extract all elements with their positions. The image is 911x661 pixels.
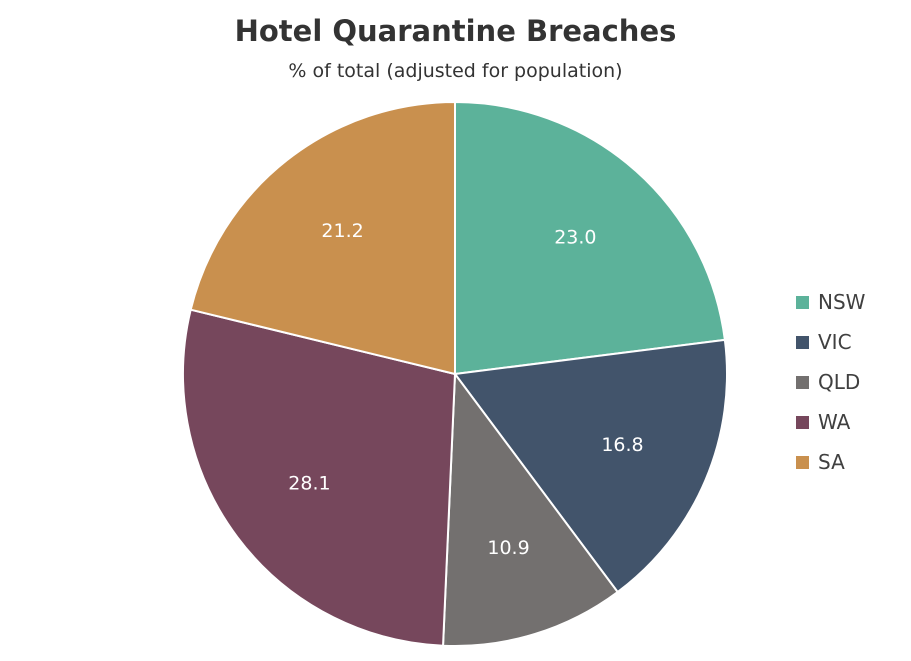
legend-label-sa: SA xyxy=(818,450,845,474)
legend-item-wa[interactable]: WA xyxy=(796,402,865,442)
legend-swatch-wa xyxy=(796,415,809,429)
legend-label-qld: QLD xyxy=(818,370,861,394)
legend-item-vic[interactable]: VIC xyxy=(796,322,865,362)
chart-subtitle: % of total (adjusted for population) xyxy=(288,60,623,82)
data-label-nsw: 23.0 xyxy=(554,226,596,248)
legend-item-qld[interactable]: QLD xyxy=(796,362,865,402)
legend-swatch-nsw xyxy=(796,295,809,309)
data-label-qld: 10.9 xyxy=(487,537,529,559)
pie-slice-sa[interactable] xyxy=(189,101,456,375)
legend-label-vic: VIC xyxy=(818,330,852,354)
legend-item-nsw[interactable]: NSW xyxy=(796,282,865,322)
legend-label-wa: WA xyxy=(818,410,851,434)
legend-item-sa[interactable]: SA xyxy=(796,442,865,482)
legend-label-nsw: NSW xyxy=(818,290,866,314)
pie-slice-vic[interactable] xyxy=(454,338,728,594)
legend-swatch-sa xyxy=(796,455,809,469)
pie-slice-nsw[interactable] xyxy=(454,101,726,375)
data-label-wa: 28.1 xyxy=(288,472,330,494)
chart-title: Hotel Quarantine Breaches xyxy=(234,14,677,48)
pie-slice-wa[interactable] xyxy=(182,308,456,647)
data-label-vic: 16.8 xyxy=(601,434,643,456)
pie-slice-qld[interactable] xyxy=(442,373,619,647)
data-label-sa: 21.2 xyxy=(321,220,363,242)
legend: NSW VIC QLD WA SA xyxy=(796,282,865,482)
legend-swatch-qld xyxy=(796,375,809,389)
legend-swatch-vic xyxy=(796,335,809,349)
